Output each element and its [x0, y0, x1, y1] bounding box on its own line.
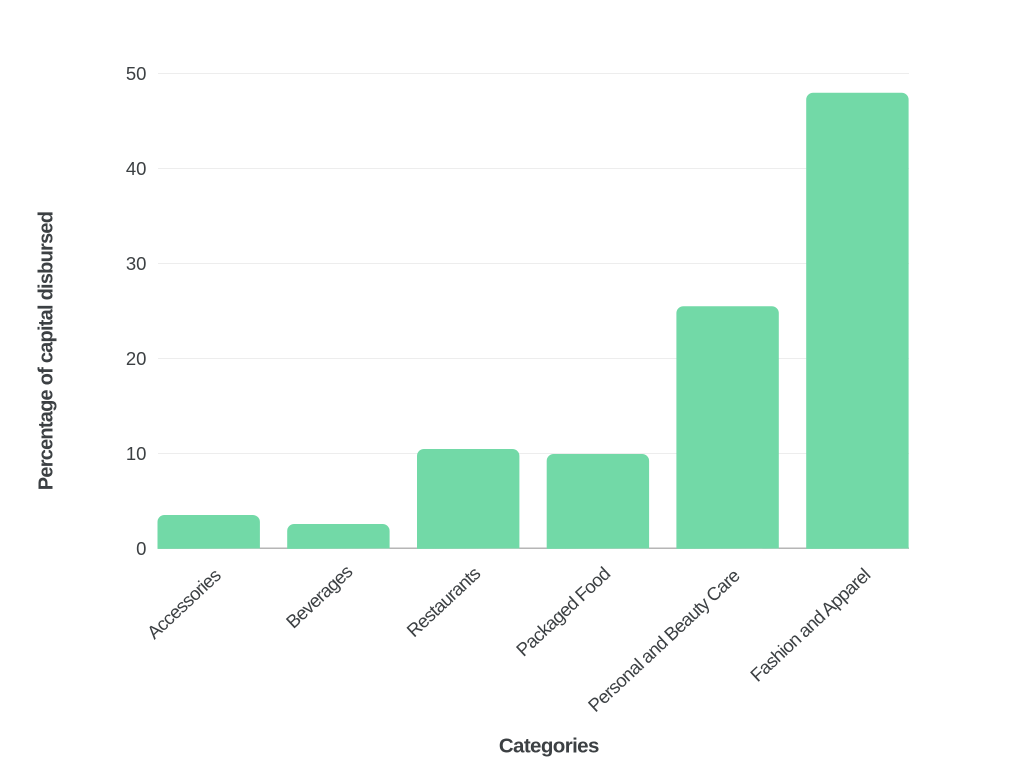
svg-text:50: 50 — [126, 63, 147, 84]
svg-text:Packaged Food: Packaged Food — [512, 563, 614, 660]
svg-text:30: 30 — [126, 253, 147, 274]
svg-text:Categories: Categories — [499, 735, 599, 758]
svg-text:40: 40 — [126, 158, 147, 179]
svg-text:Percentage of capital disburse: Percentage of capital disbursed — [36, 212, 58, 490]
svg-text:Accessories: Accessories — [143, 564, 225, 642]
svg-text:Fashion and Apparel: Fashion and Apparel — [746, 564, 874, 685]
svg-text:10: 10 — [126, 443, 147, 464]
svg-text:0: 0 — [136, 538, 146, 559]
svg-text:20: 20 — [126, 348, 147, 369]
svg-text:Restaurants: Restaurants — [402, 563, 484, 641]
svg-text:Personal and Beauty Care: Personal and Beauty Care — [584, 565, 744, 716]
svg-text:Beverages: Beverages — [282, 561, 357, 633]
